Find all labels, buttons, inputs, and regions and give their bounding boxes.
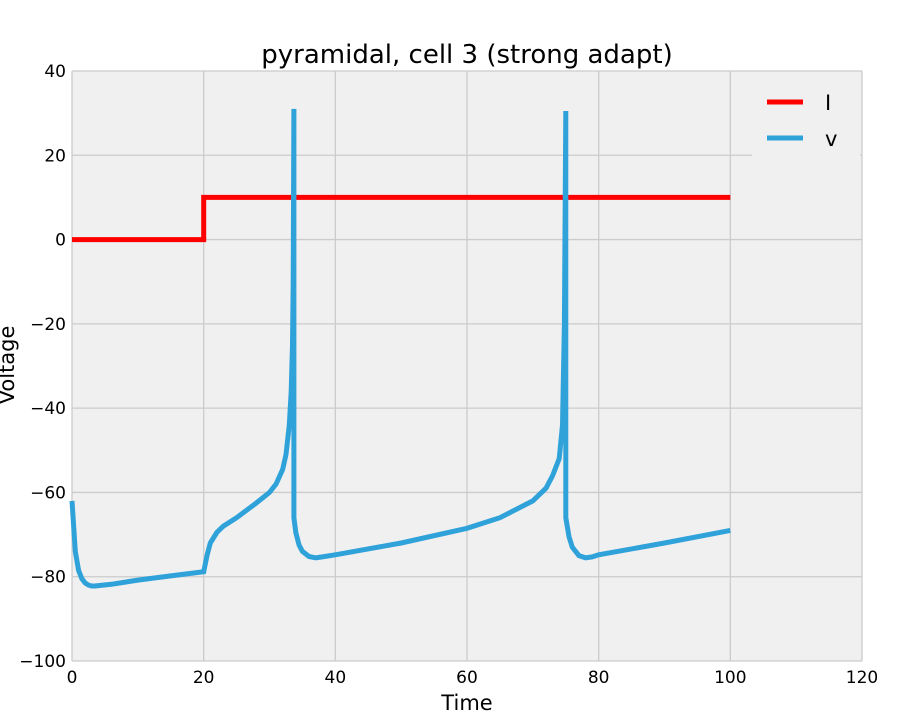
series-layer: [69, 108, 731, 589]
series-line-v: [69, 108, 731, 589]
x-axis-label: Time: [440, 691, 492, 711]
y-axis-label: Voltage: [0, 326, 19, 405]
x-tick-label: 0: [67, 668, 78, 688]
x-tick-label: 80: [588, 668, 610, 688]
y-tick-labels: −100 −80 −60 −40 −20 0 20 40: [19, 62, 66, 672]
y-tick-label: −100: [19, 652, 66, 672]
x-tick-label: 40: [325, 668, 347, 688]
y-tick-label: 0: [55, 231, 66, 251]
legend-box: [752, 82, 860, 156]
x-tick-label: 120: [846, 668, 878, 688]
grid-x: [71, 71, 863, 661]
legend-label-I: I: [825, 91, 831, 115]
y-tick-label: −60: [30, 483, 66, 503]
x-tick-label: 100: [714, 668, 746, 688]
y-tick-label: −80: [30, 568, 66, 588]
x-tick-labels: 0 20 40 60 80 100 120: [67, 668, 879, 688]
legend-label-v: v: [825, 127, 837, 151]
y-tick-label: 40: [44, 62, 66, 82]
grid-y: [72, 70, 862, 662]
x-tick-label: 60: [456, 668, 478, 688]
y-tick-label: 20: [44, 146, 66, 166]
y-tick-label: −20: [30, 315, 66, 335]
x-tick-label: 20: [193, 668, 215, 688]
y-tick-label: −40: [30, 399, 66, 419]
legend: Iv: [752, 82, 860, 156]
series-line-I: [72, 194, 731, 243]
chart-title: pyramidal, cell 3 (strong adapt): [261, 40, 672, 70]
